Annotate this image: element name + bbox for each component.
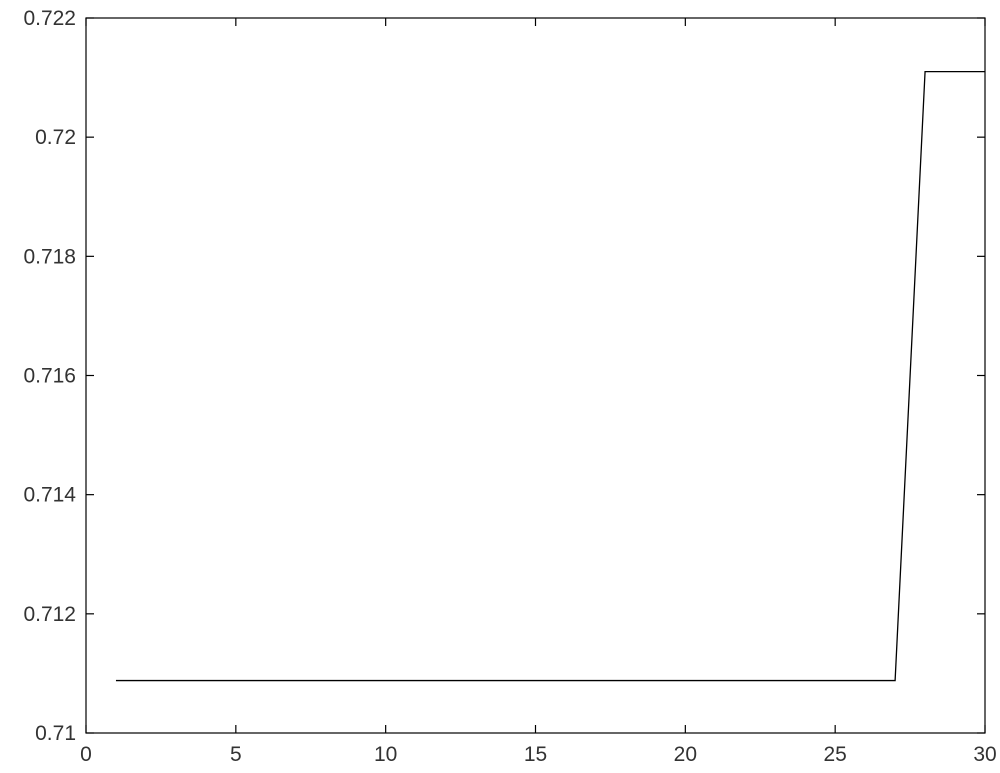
y-tick-label: 0.722 bbox=[23, 7, 76, 30]
x-tick-label: 10 bbox=[374, 743, 397, 766]
x-tick-label: 0 bbox=[80, 743, 92, 766]
y-tick-label: 0.714 bbox=[23, 484, 76, 507]
x-tick-label: 20 bbox=[674, 743, 697, 766]
x-tick-label: 5 bbox=[230, 743, 242, 766]
y-tick-label: 0.72 bbox=[35, 126, 76, 149]
x-tick-label: 30 bbox=[973, 743, 996, 766]
chart-container: 0 5 10 15 20 25 30 0.71 0.712 0.714 0.716 0.718 0.72… bbox=[0, 0, 1000, 773]
y-tick-label: 0.71 bbox=[35, 722, 76, 745]
y-tick-label: 0.716 bbox=[23, 365, 76, 388]
y-tick-label: 0.712 bbox=[23, 603, 76, 626]
x-tick-label: 15 bbox=[524, 743, 547, 766]
x-tick-label: 25 bbox=[823, 743, 846, 766]
line-chart: 0 5 10 15 20 25 30 0.71 0.712 0.714 0.716 0.718 0.72… bbox=[0, 0, 1000, 773]
y-tick-label: 0.718 bbox=[23, 245, 76, 268]
